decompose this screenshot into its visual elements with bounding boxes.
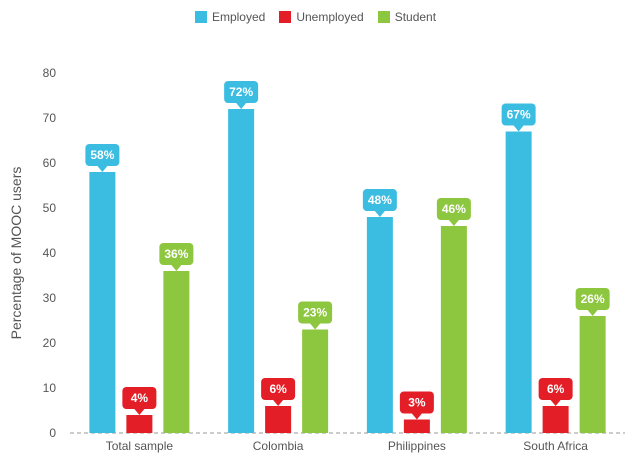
data-label-bubble	[159, 243, 194, 265]
bar-employed-south-africa	[505, 131, 532, 433]
bar-employed-total-sample	[89, 172, 116, 433]
data-label-bubble	[538, 378, 573, 400]
y-tick-label: 80	[43, 66, 57, 80]
data-label-pointer	[236, 103, 247, 109]
data-label-pointer	[134, 409, 145, 415]
data-label-pointer	[411, 413, 422, 420]
y-tick-label: 30	[43, 291, 57, 305]
legend-swatch-employed	[194, 11, 207, 23]
data-label: 4%	[131, 391, 149, 405]
legend-item-unemployed: Unemployed	[279, 10, 364, 24]
y-tick-label: 70	[43, 111, 57, 125]
y-axis-title: Percentage of MOOC users	[8, 167, 24, 340]
data-label-bubble	[575, 288, 610, 310]
data-label: 58%	[90, 148, 114, 162]
y-tick-label: 60	[43, 156, 57, 170]
legend: Employed Unemployed Student	[0, 10, 631, 24]
data-label-bubble	[298, 301, 333, 324]
x-tick-label: South Africa	[523, 439, 588, 453]
legend-swatch-student	[377, 11, 390, 23]
bar-employed-colombia	[228, 109, 255, 433]
data-label-pointer	[448, 220, 459, 226]
bar-unemployed-colombia	[265, 406, 292, 433]
data-label-bubble	[501, 103, 536, 126]
data-label: 67%	[507, 108, 531, 122]
data-label: 6%	[547, 382, 565, 396]
data-label-bubble	[362, 189, 397, 211]
data-label: 23%	[303, 306, 327, 320]
bar-student-total-sample	[163, 271, 190, 433]
data-label-pointer	[273, 400, 284, 406]
bar-student-colombia	[302, 329, 329, 433]
bar-unemployed-south-africa	[542, 406, 569, 433]
data-label-pointer	[310, 323, 321, 330]
x-tick-label: Total sample	[106, 439, 174, 453]
data-label-pointer	[513, 125, 524, 132]
legend-item-student: Student	[377, 10, 437, 24]
bar-employed-philippines	[366, 217, 393, 433]
y-tick-label: 50	[43, 201, 57, 215]
legend-item-employed: Employed	[194, 10, 266, 24]
data-label: 48%	[368, 193, 392, 207]
data-label: 3%	[408, 396, 426, 410]
bar-unemployed-philippines	[403, 419, 430, 433]
data-label: 26%	[581, 292, 605, 306]
data-label-bubble	[436, 198, 471, 220]
y-tick-label: 40	[43, 246, 57, 260]
data-label-pointer	[550, 400, 561, 406]
data-label: 72%	[229, 85, 253, 99]
data-label: 36%	[164, 247, 188, 261]
legend-swatch-unemployed	[279, 11, 292, 23]
bar-student-philippines	[440, 226, 467, 433]
data-label: 46%	[442, 202, 466, 216]
bar-unemployed-total-sample	[126, 415, 153, 433]
data-label-bubble	[122, 387, 157, 409]
data-label-pointer	[587, 310, 598, 316]
legend-label-employed: Employed	[211, 10, 266, 24]
data-label-pointer	[374, 211, 385, 217]
y-tick-label: 20	[43, 336, 57, 350]
data-label-bubble	[224, 81, 259, 103]
y-tick-label: 0	[49, 426, 56, 440]
data-label-bubble	[399, 391, 434, 414]
data-label-pointer	[171, 265, 182, 271]
data-label-bubble	[261, 378, 296, 400]
data-label-pointer	[97, 166, 108, 172]
y-tick-label: 10	[43, 381, 57, 395]
legend-label-unemployed: Unemployed	[296, 10, 364, 24]
data-label-bubble	[85, 144, 120, 166]
x-tick-label: Colombia	[253, 439, 304, 453]
legend-label-student: Student	[394, 10, 437, 24]
bar-student-south-africa	[579, 316, 606, 433]
data-label: 6%	[269, 382, 287, 396]
x-tick-label: Philippines	[388, 439, 446, 453]
